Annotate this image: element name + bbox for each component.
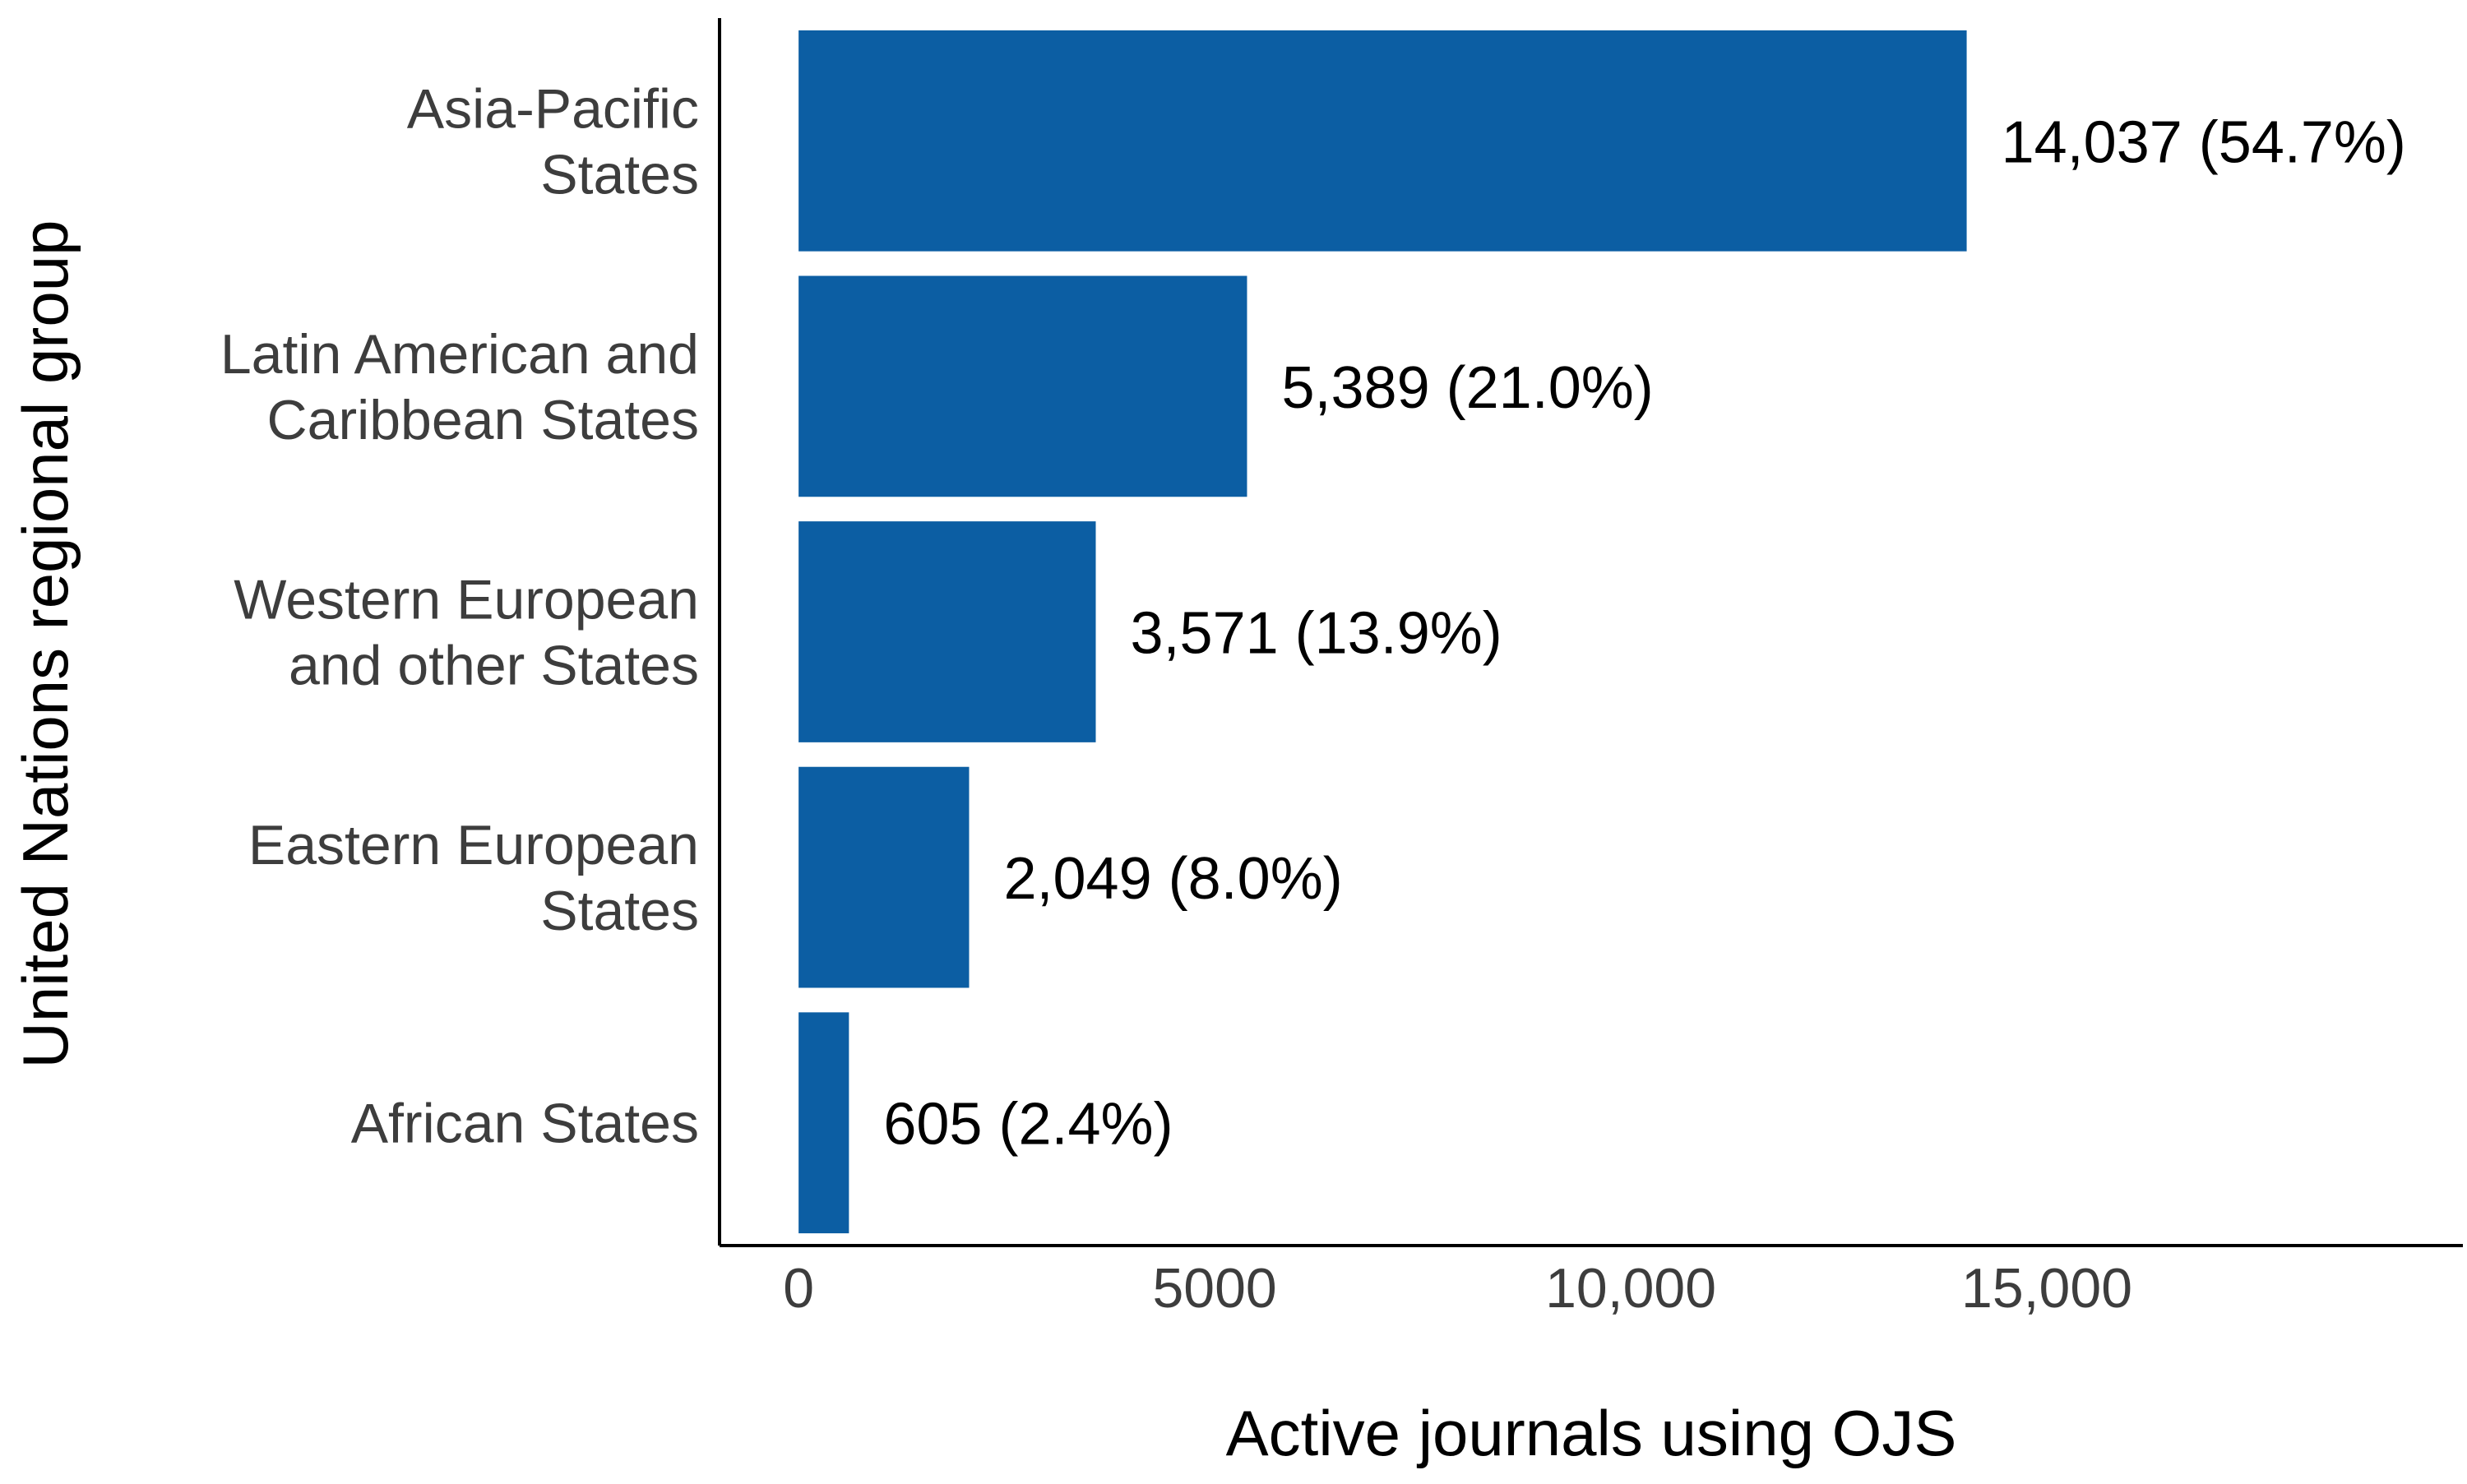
x-tick-label-0: 0 <box>783 1257 814 1320</box>
category-label-1-line-0: Latin American and <box>220 323 699 386</box>
category-label-0-line-1: States <box>540 143 699 206</box>
category-label-1-line-1: Caribbean States <box>267 389 699 451</box>
x-tick-label-1: 5000 <box>1152 1257 1276 1320</box>
category-label-4-line-0: African States <box>351 1093 699 1155</box>
data-label-1: 5,389 (21.0%) <box>1281 355 1653 421</box>
x-axis-title: Active journals using OJS <box>1226 1397 1957 1469</box>
x-tick-label-2: 10,000 <box>1545 1257 1716 1320</box>
category-label-0-line-0: Asia-Pacific <box>407 77 699 140</box>
y-axis-title: United Nations regional group <box>9 220 81 1069</box>
category-label-2-line-0: Western European <box>234 569 699 631</box>
data-label-3: 2,049 (8.0%) <box>1003 846 1342 912</box>
category-label-2-line-1: and other States <box>289 635 699 697</box>
data-label-0: 14,037 (54.7%) <box>2002 109 2406 175</box>
bars-layer <box>798 30 1967 1234</box>
axes-layer <box>718 18 2463 1247</box>
category-label-3-line-0: Eastern European <box>248 814 699 876</box>
bar-0 <box>798 30 1967 252</box>
category-label-3-line-1: States <box>540 880 699 942</box>
bar-2 <box>798 521 1096 742</box>
data-label-4: 605 (2.4%) <box>883 1092 1173 1158</box>
bar-1 <box>798 275 1247 497</box>
x-tick-label-3: 15,000 <box>1961 1257 2132 1320</box>
bar-4 <box>798 1012 849 1234</box>
bar-3 <box>798 766 970 988</box>
data-label-2: 3,571 (13.9%) <box>1130 601 1502 667</box>
